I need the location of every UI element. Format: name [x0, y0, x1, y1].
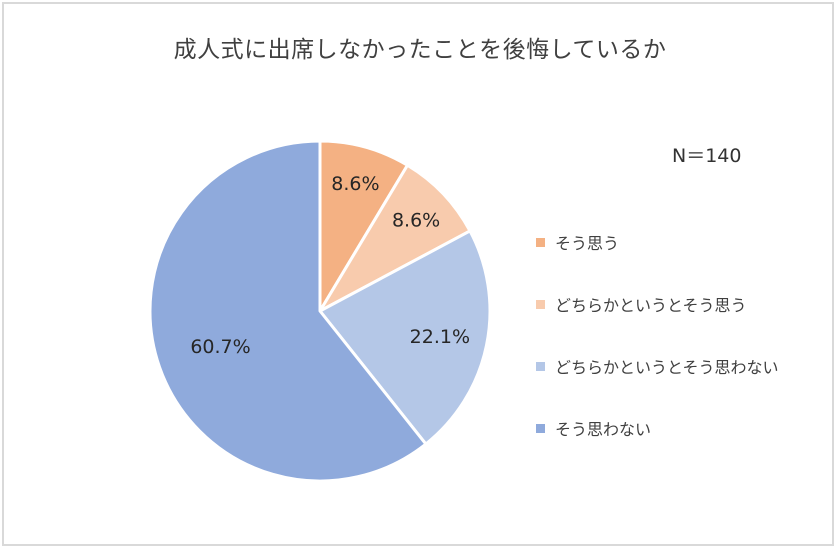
- sample-size-label: N＝140: [672, 145, 742, 167]
- legend-label: そう思う: [555, 234, 620, 253]
- slice-value-label: 8.6%: [392, 210, 440, 232]
- legend-label: どちらかというとそう思う: [555, 296, 747, 315]
- legend-label: そう思わない: [555, 420, 652, 439]
- slice-value-label: 22.1%: [410, 326, 470, 348]
- slice-value-label: 60.7%: [190, 336, 250, 358]
- slice-sou-omowanai: [148, 139, 428, 483]
- slice-value-label: 8.6%: [331, 173, 379, 195]
- legend-label: どちらかというとそう思わない: [555, 358, 779, 377]
- legend-item-sou-omou: そう思う: [536, 230, 619, 254]
- chart-title: 成人式に出席しなかったことを後悔しているか: [173, 37, 667, 63]
- legend-swatch: [536, 423, 545, 433]
- legend-swatch: [536, 237, 545, 247]
- legend-item-sou-omowanai: そう思わない: [536, 416, 651, 440]
- slice-dochiraka-sou-omowanai: [318, 229, 492, 446]
- pie-slices: [148, 139, 492, 483]
- legend-swatch: [536, 299, 545, 309]
- pie-labels: 8.6% 8.6% 22.1% 60.7%: [190, 173, 470, 358]
- legend-swatch: [536, 361, 545, 371]
- legend-item-dochiraka-sou-omou: どちらかというとそう思う: [536, 292, 747, 316]
- legend-item-dochiraka-sou-omowanai: どちらかというとそう思わない: [536, 354, 779, 378]
- slice-sou-omou: [318, 139, 409, 313]
- slice-dochiraka-sou-omou: [318, 163, 472, 313]
